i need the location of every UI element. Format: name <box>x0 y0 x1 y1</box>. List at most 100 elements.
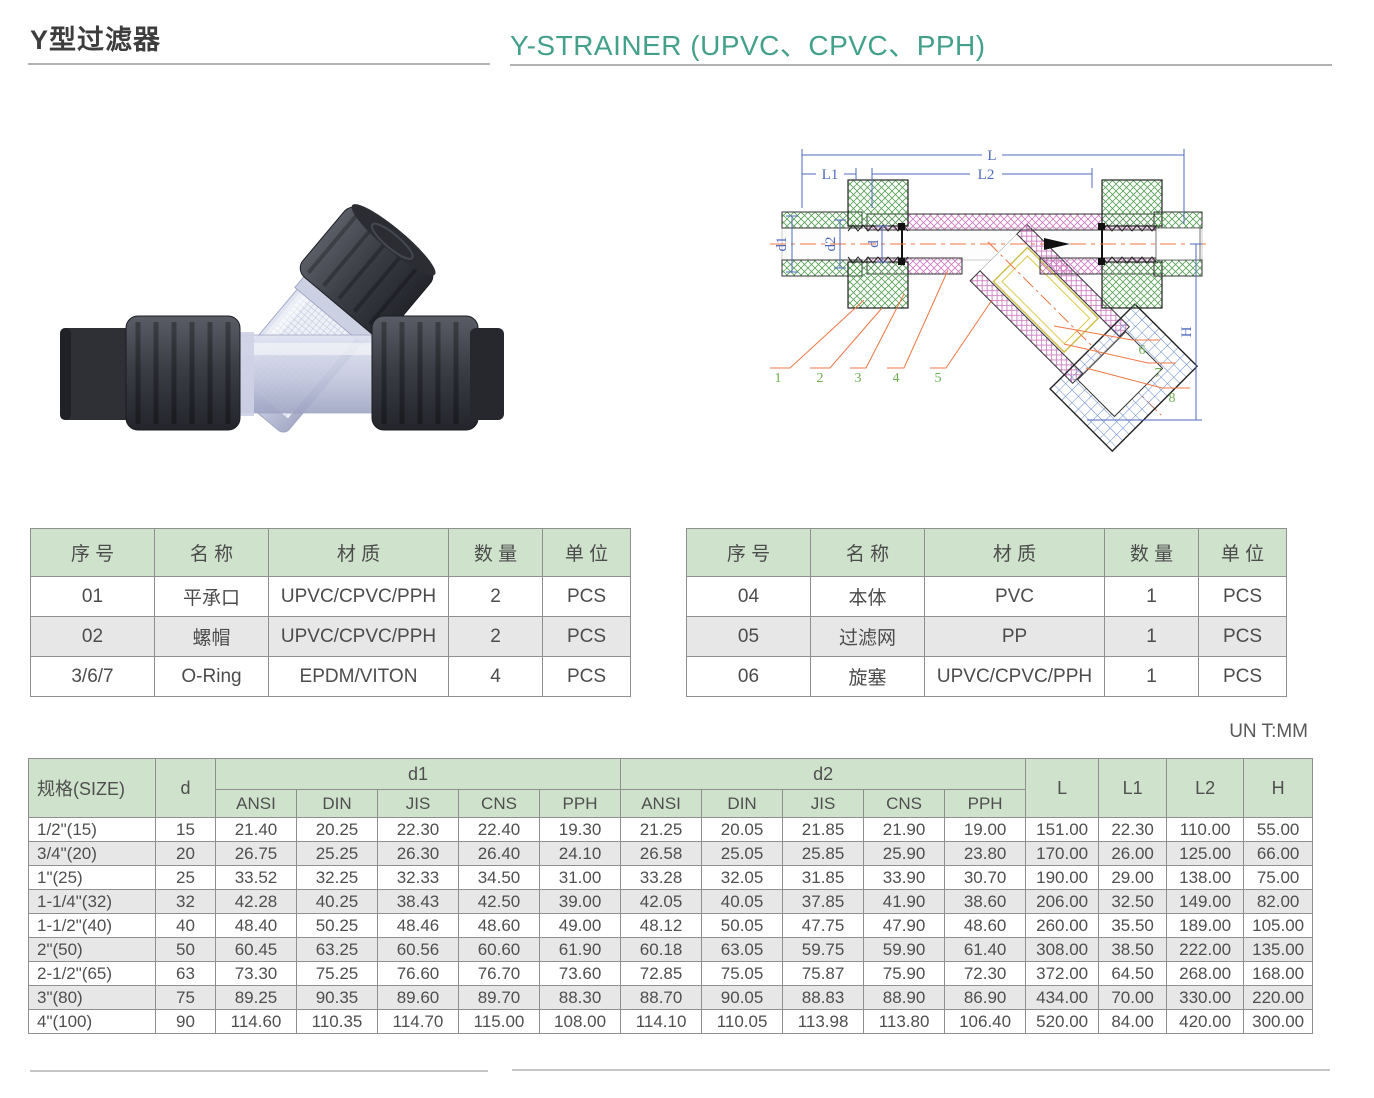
table-cell: 47.90 <box>863 913 946 938</box>
column-header-qty: 数 量 <box>1104 528 1199 577</box>
table-cell: 32 <box>155 889 216 914</box>
table-row: 04 本体 PVC 1 PCS <box>686 576 1287 617</box>
table-cell: 21.85 <box>782 817 865 842</box>
table-cell: 114.70 <box>377 1009 459 1034</box>
table-cell: 1/2"(15) <box>28 817 156 842</box>
table-cell: 48.46 <box>377 913 459 938</box>
column-header-size: 规格(SIZE) <box>28 758 156 818</box>
table-cell: 34.50 <box>458 865 540 890</box>
dim-label-H: H <box>1179 326 1195 337</box>
table-cell: 30.70 <box>944 865 1027 890</box>
table-cell: 70.00 <box>1098 985 1168 1010</box>
table-cell: 110.05 <box>701 1009 784 1034</box>
table-cell: 33.28 <box>620 865 703 890</box>
table-cell: 222.00 <box>1166 937 1245 962</box>
parts-table-left: 序 号 名 称 材 质 数 量 单 位 01 平承口 UPVC/CPVC/PPH 2 P… <box>30 528 631 697</box>
part-number-8: 8 <box>1169 391 1176 406</box>
table-cell: 73.30 <box>215 961 297 986</box>
column-header-no: 序 号 <box>686 528 811 577</box>
table-cell: 75.90 <box>863 961 946 986</box>
table-cell: 04 <box>686 576 811 617</box>
dim-label-L2: L2 <box>978 167 995 183</box>
page-title-english: Y-STRAINER (UPVC、CPVC、PPH) <box>510 30 986 61</box>
column-header-qty: 数 量 <box>448 528 543 577</box>
table-row: 3"(80) 75 89.25 90.35 89.60 89.70 88.30 88.70 90… <box>28 985 1314 1010</box>
column-header-unit: 单 位 <box>542 528 631 577</box>
table-header-row: 序 号 名 称 材 质 数 量 单 位 <box>30 528 631 577</box>
table-cell: 114.10 <box>620 1009 703 1034</box>
table-cell: 33.90 <box>863 865 946 890</box>
column-header-material: 材 质 <box>268 528 449 577</box>
table-cell: 76.70 <box>458 961 540 986</box>
table-cell: UPVC/CPVC/PPH <box>268 576 449 617</box>
dimension-lines <box>786 149 1202 421</box>
table-cell: 300.00 <box>1243 1009 1314 1034</box>
table-cell: 26.00 <box>1098 841 1168 866</box>
table-row: 1-1/4"(32) 32 42.28 40.25 38.43 42.50 39.00 42.… <box>28 889 1314 914</box>
table-row: 02 螺帽 UPVC/CPVC/PPH 2 PCS <box>30 616 631 657</box>
table-cell: PP <box>924 616 1105 657</box>
table-cell: 88.90 <box>863 985 946 1010</box>
table-cell: 50.05 <box>701 913 784 938</box>
table-cell: 39.00 <box>538 889 622 914</box>
table-cell: 32.25 <box>296 865 378 890</box>
table-cell: 115.00 <box>458 1009 540 1034</box>
table-cell: 90 <box>155 1009 216 1034</box>
leader-lines <box>770 269 1190 389</box>
subheader-d1-ansi: ANSI <box>215 789 297 818</box>
table-cell: 26.30 <box>377 841 459 866</box>
table-cell: 149.00 <box>1166 889 1245 914</box>
column-header-unit: 单 位 <box>1198 528 1287 577</box>
subheader-d2-pph: PPH <box>944 789 1027 818</box>
part-number-7: 7 <box>1155 366 1162 381</box>
table-cell: UPVC/CPVC/PPH <box>924 656 1105 697</box>
left-union-nut <box>60 315 241 431</box>
table-cell: 螺帽 <box>154 616 269 657</box>
table-cell: 125.00 <box>1166 841 1245 866</box>
table-cell: 48.12 <box>620 913 703 938</box>
table-cell: 21.25 <box>620 817 703 842</box>
table-cell: 01 <box>30 576 155 617</box>
table-cell: 105.00 <box>1243 913 1314 938</box>
table-cell: 66.00 <box>1243 841 1314 866</box>
parts-table-right: 序 号 名 称 材 质 数 量 单 位 04 本体 PVC 1 PCS 05 过滤网 PP 1 P… <box>686 528 1287 697</box>
table-cell: 20.05 <box>701 817 784 842</box>
table-cell: 110.35 <box>296 1009 378 1034</box>
table-cell: 151.00 <box>1025 817 1100 842</box>
table-cell: 47.75 <box>782 913 865 938</box>
table-cell: PCS <box>1198 576 1287 617</box>
table-cell: 434.00 <box>1025 985 1100 1010</box>
table-cell: 189.00 <box>1166 913 1245 938</box>
table-cell: PCS <box>542 616 631 657</box>
table-row: 01 平承口 UPVC/CPVC/PPH 2 PCS <box>30 576 631 617</box>
table-cell: 190.00 <box>1025 865 1100 890</box>
table-cell: 21.40 <box>215 817 297 842</box>
table-cell: 31.85 <box>782 865 865 890</box>
table-cell: 114.60 <box>215 1009 297 1034</box>
dim-label-L1: L1 <box>822 167 839 183</box>
table-cell: 25.25 <box>296 841 378 866</box>
table-cell: 本体 <box>810 576 925 617</box>
subheader-d2-cns: CNS <box>863 789 946 818</box>
table-cell: 1"(25) <box>28 865 156 890</box>
table-cell: 135.00 <box>1243 937 1314 962</box>
table-header-row: 序 号 名 称 材 质 数 量 单 位 <box>686 528 1287 577</box>
table-cell: 3/6/7 <box>30 656 155 697</box>
table-cell: 42.28 <box>215 889 297 914</box>
table-cell: 520.00 <box>1025 1009 1100 1034</box>
table-cell: 48.60 <box>458 913 540 938</box>
header-divider-right <box>510 64 1332 66</box>
table-cell: 平承口 <box>154 576 269 617</box>
table-cell: 206.00 <box>1025 889 1100 914</box>
table-cell: 88.83 <box>782 985 865 1010</box>
subheader-d1-pph: PPH <box>538 789 622 818</box>
table-cell: 26.58 <box>620 841 703 866</box>
table-cell: 72.85 <box>620 961 703 986</box>
table-cell: 37.85 <box>782 889 865 914</box>
table-cell: 89.70 <box>458 985 540 1010</box>
table-cell: 63.05 <box>701 937 784 962</box>
table-cell: UPVC/CPVC/PPH <box>268 616 449 657</box>
table-cell: 40 <box>155 913 216 938</box>
table-cell: 24.10 <box>538 841 622 866</box>
part-number-4: 4 <box>893 371 900 386</box>
